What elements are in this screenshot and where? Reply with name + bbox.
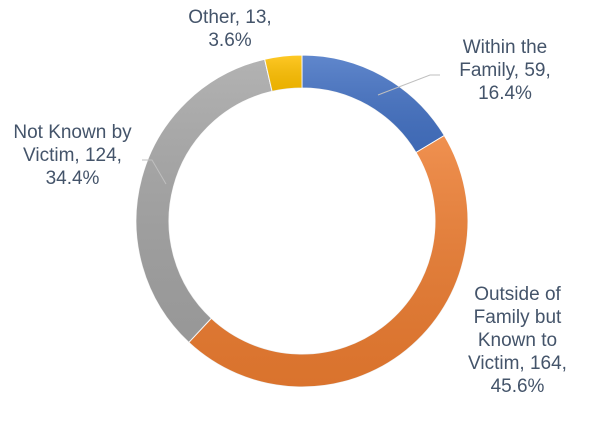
slice-shade [188,135,469,388]
leader-line [142,159,167,185]
data-label: Within the Family, 59, 16.4% [459,37,551,104]
slice-shade [302,55,445,153]
slice-shade [136,59,273,343]
leader-line [377,74,440,96]
donut [135,54,469,388]
data-label: Other, 13, 3.6% [188,7,272,51]
data-label: Not Known by Victim, 124, 34.4% [13,122,132,189]
data-label: Outside of Family but Known to Victim, 1… [468,284,567,397]
slice-shade [264,55,302,92]
